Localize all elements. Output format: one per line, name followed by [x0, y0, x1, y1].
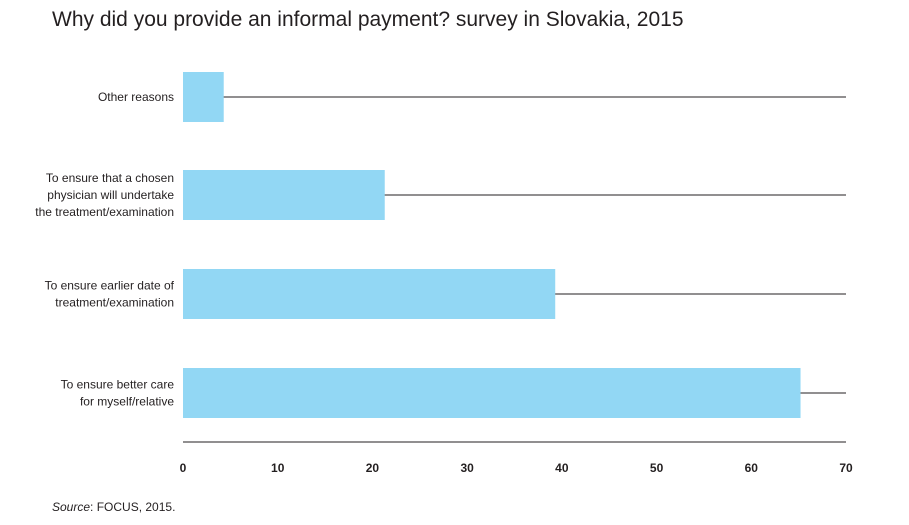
x-axis-ticks: 0 10 20 30 40 50 60 70 [180, 461, 853, 475]
category-label-2-line-1: treatment/examination [55, 296, 174, 310]
category-label-3-line-0: To ensure better care [61, 378, 175, 392]
source-note: Source: FOCUS, 2015. [52, 500, 175, 514]
source-label: Source [52, 500, 91, 514]
x-tick-label-20: 20 [366, 461, 380, 475]
bars-layer [183, 72, 846, 418]
category-label-1-line-2: the treatment/examination [35, 205, 174, 219]
x-tick-label-70: 70 [839, 461, 853, 475]
category-label-3-line-1: for myself/relative [80, 395, 174, 409]
x-tick-label-30: 30 [460, 461, 474, 475]
x-tick-label-60: 60 [745, 461, 759, 475]
x-tick-label-10: 10 [271, 461, 285, 475]
x-tick-label-40: 40 [555, 461, 569, 475]
bar-1 [183, 170, 385, 220]
source-separator: : [90, 500, 97, 514]
category-label-0-line-0: Other reasons [98, 90, 174, 104]
source-text: FOCUS, 2015. [96, 500, 176, 514]
bar-0 [183, 72, 224, 122]
category-label-1-line-1: physician will undertake [47, 188, 174, 202]
category-labels: Other reasons To ensure that a chosen phys… [35, 90, 174, 409]
bar-2 [183, 269, 556, 319]
chart-title: Why did you provide an informal payment?… [52, 8, 684, 31]
bar-3 [183, 368, 801, 418]
x-tick-label-50: 50 [650, 461, 664, 475]
category-label-1-line-0: To ensure that a chosen [46, 171, 174, 185]
x-tick-label-0: 0 [180, 461, 187, 475]
category-label-2-line-0: To ensure earlier date of [45, 279, 175, 293]
